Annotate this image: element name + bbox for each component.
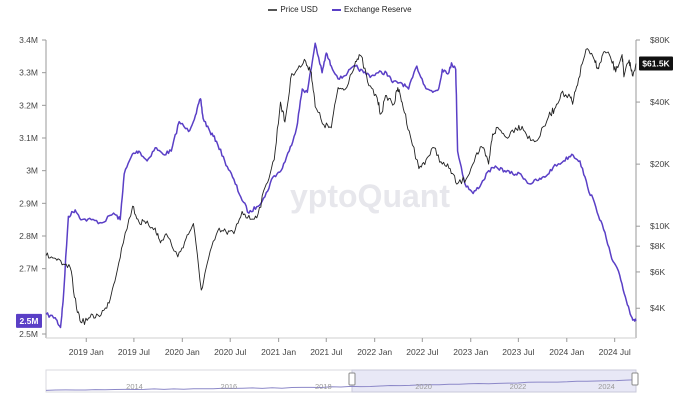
y-right-tick-label: $6K (650, 267, 665, 277)
y-right-tick-label: $8K (650, 241, 665, 251)
y-right-tick-label: $80K (650, 35, 670, 45)
right-current-value-text: $61.5K (642, 59, 670, 69)
x-tick-label: 2022 Jan (357, 347, 392, 357)
navigator-handle-right[interactable] (631, 372, 639, 386)
x-tick-label: 2019 Jan (69, 347, 104, 357)
x-tick-label: 2024 Jul (599, 347, 631, 357)
y-right-tick-label: $4K (650, 303, 665, 313)
x-tick-label: 2022 Jul (406, 347, 438, 357)
x-tick-label: 2023 Jan (453, 347, 488, 357)
right-current-value-tag (639, 56, 673, 71)
y-left-tick-label: 3.2M (19, 100, 38, 110)
x-tick-label: 2020 Jul (214, 347, 246, 357)
y-left-tick-label: 2.8M (19, 231, 38, 241)
value-tags: 2.5M $61.5K (16, 56, 673, 328)
y-right-tick-label: $40K (650, 97, 670, 107)
x-tick-label: 2024 Jan (549, 347, 584, 357)
legend-swatch-exchange-reserve (331, 9, 341, 11)
navigator-tick-label: 2024 (598, 382, 615, 391)
left-current-value-tag (16, 313, 42, 328)
left-current-value-text: 2.5M (20, 316, 39, 326)
y-left-tick-label: 3.1M (19, 133, 38, 143)
navigator-tick-label: 2016 (221, 382, 238, 391)
series-line-price (45, 48, 637, 325)
legend-label-price: Price USD (280, 5, 318, 14)
navigator-tick-label: 2018 (315, 382, 332, 391)
x-tick-label: 2021 Jan (261, 347, 296, 357)
y-left-tick-label: 3.4M (19, 35, 38, 45)
y-left-tick-label: 3M (26, 166, 38, 176)
y-right-tick-label: $20K (650, 159, 670, 169)
y-left-tick-label: 3.3M (19, 68, 38, 78)
y-left-tick-label: 2.5M (19, 329, 38, 339)
legend-item-price[interactable]: Price USD (268, 5, 318, 14)
x-tick-label: 2020 Jan (165, 347, 200, 357)
legend-swatch-price (268, 9, 278, 11)
y-left-tick-label: 2.9M (19, 198, 38, 208)
navigator-handle-left[interactable] (348, 372, 356, 386)
series-layer (45, 42, 637, 329)
watermark: yptoQuant (290, 178, 450, 214)
legend-item-exchange-reserve[interactable]: Exchange Reserve (331, 5, 412, 14)
x-tick-label: 2019 Jul (118, 347, 150, 357)
y-right-tick-label: $10K (650, 221, 670, 231)
chart-legend: Price USD Exchange Reserve (0, 5, 680, 14)
range-navigator[interactable]: 2014 2016 2018 2020 2022 2024 (45, 369, 639, 393)
x-tick-label: 2023 Jul (502, 347, 534, 357)
navigator-tick-label: 2014 (126, 382, 143, 391)
navigator-tick-label: 2020 (415, 382, 432, 391)
axes: 3.4M 3.3M 3.2M 3.1M 3M 2.9M 2.8M 2.7M 2.5M $80K $4… (19, 35, 670, 357)
navigator-tick-label: 2022 (510, 382, 527, 391)
navigator-series-line (45, 379, 637, 391)
y-left-tick-label: 2.7M (19, 264, 38, 274)
legend-label-exchange-reserve: Exchange Reserve (343, 5, 412, 14)
series-line-exchange-reserve (45, 42, 637, 329)
x-tick-label: 2021 Jul (310, 347, 342, 357)
